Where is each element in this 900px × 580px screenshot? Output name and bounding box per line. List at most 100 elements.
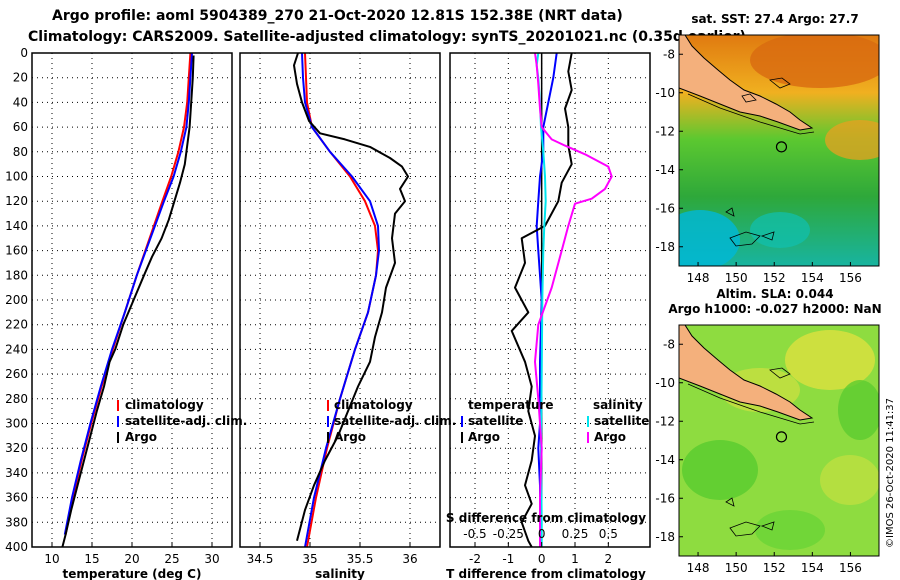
series-line-temperature-satellite [535,52,558,547]
island-outline [769,367,791,379]
temperature-panel: 0 20 40 60 80 100 120 140 160 180 200 220 240 260 280 3… [5,46,247,580]
x-tick-label: 35.5 [347,552,374,566]
island-outline [760,231,775,241]
legend-label-sal-satellite: satellite [594,414,649,428]
sla-map-frame [678,324,880,557]
lon-tick-label: 150 [725,561,748,575]
lon-tick-label: 148 [687,271,710,285]
sla-map-subtitle: Argo h1000: -0.027 h2000: NaN [668,302,881,316]
legend-label-sal-argo: Argo [594,430,626,444]
x-tick-label: 35 [302,552,317,566]
depth-tick-label: 300 [5,417,28,431]
legend-title-temperature: temperature [468,398,553,412]
sst-map: 148 150 152 154 156 -8 -10 -12 -14 -16 -18 [655,34,880,285]
salinity-diff-tick-label: 0 [538,527,546,541]
x-tick-label: 0 [538,552,546,566]
island-outline [725,497,735,507]
difference-panel: -2 -1 0 1 2 -0.5 -0.25 0 0.25 0.5 S difference f… [446,52,651,580]
sst-warm-patch [750,35,879,88]
temperature-legend: climatology satellite-adj. clim. Argo [117,398,247,444]
x-tick-label: 25 [164,552,179,566]
x-tick-label: 34.5 [247,552,274,566]
argo-position-marker [775,141,788,153]
lon-tick-label: 152 [763,271,786,285]
depth-tick-label: 180 [5,268,28,282]
lat-tick-label: -14 [655,453,675,467]
x-tick-label: -1 [502,552,514,566]
lon-tick-label: 156 [839,271,862,285]
series-line-satellite-adj-clim- [63,52,193,535]
lon-tick-label: 152 [763,561,786,575]
depth-tick-label: 20 [13,71,28,85]
depth-tick-label: 40 [13,95,28,109]
sst-map-frame [678,34,880,267]
lat-tick-label: -8 [663,47,675,61]
legend-label-temp-argo: Argo [468,430,500,444]
x-tick-label: 30 [204,552,219,566]
lon-tick-label: 150 [725,271,748,285]
depth-tick-label: 120 [5,194,28,208]
land-new-guinea [679,35,814,131]
depth-tick-label: 80 [13,145,28,159]
x-tick-label: 10 [44,552,59,566]
depth-tick-label: 160 [5,244,28,258]
salinity-diff-tick-label: -0.25 [493,527,524,541]
sla-map-title: Altim. SLA: 0.044 [716,287,833,301]
island-outline [760,521,775,531]
sla-map-lat-ticks: -8 -10 -12 -14 -16 -18 [655,337,683,544]
lat-tick-label: -14 [655,163,675,177]
legend-label-climatology: climatology [334,398,413,412]
figure-title-line1: Argo profile: aoml 5904389_270 21-Oct-20… [52,8,623,24]
salinity-x-label: salinity [315,567,365,580]
depth-tick-label: 400 [5,540,28,554]
salinity-diff-tick-label: -0.5 [463,527,486,541]
sst-cool-patch [679,210,740,266]
island-outline [729,521,761,537]
x-tick-label: 20 [124,552,139,566]
island-outline [729,231,761,247]
depth-tick-label: 240 [5,342,28,356]
island-outline [741,93,757,103]
lon-tick-label: 148 [687,561,710,575]
argo-position-marker [775,431,788,443]
salinity-difference-ticks: -0.5 -0.25 0 0.25 0.5 [463,527,618,541]
lat-tick-label: -10 [655,376,675,390]
salinity-legend: climatology satellite-adj. clim. Argo [327,398,456,444]
depth-tick-label: 100 [5,170,28,184]
depth-tick-label: 320 [5,441,28,455]
difference-x-ticks: -2 -1 0 1 2 [469,542,612,566]
x-tick-label: 1 [571,552,579,566]
sla-low-patch [682,440,758,500]
lon-tick-label: 154 [801,271,824,285]
sla-low-patch [755,510,825,550]
depth-tick-label: 60 [13,120,28,134]
depth-tick-label: 340 [5,466,28,480]
lat-tick-label: -12 [655,414,675,428]
sst-map-lat-ticks: -8 -10 -12 -14 -16 -18 [655,47,683,254]
salinity-grid [240,53,440,547]
difference-series [510,52,613,548]
depth-tick-label: 0 [20,46,28,60]
sst-map-lon-ticks: 148 150 152 154 156 [687,262,862,285]
reef-contour [687,383,815,425]
lat-tick-label: -16 [655,201,675,215]
depth-tick-label: 380 [5,515,28,529]
difference-grid [450,53,650,547]
difference-legend: temperature salinity satellite Argo sate… [461,398,649,444]
depth-tick-label: 140 [5,219,28,233]
legend-label-argo: Argo [125,430,157,444]
lat-tick-label: -12 [655,124,675,138]
legend-label-argo: Argo [334,430,366,444]
x-tick-label: 2 [605,552,613,566]
legend-label-climatology: climatology [125,398,204,412]
lon-tick-label: 154 [801,561,824,575]
s-difference-label: S difference from climatology [446,511,646,525]
sla-map-lon-ticks: 148 150 152 154 156 [687,552,862,575]
series-line-argo [61,55,195,548]
difference-frame [449,52,651,548]
land-new-guinea [679,325,814,421]
lat-tick-label: -16 [655,491,675,505]
sla-high-patch [820,455,879,505]
temperature-x-label: temperature (deg C) [63,567,202,580]
sla-map: 148 150 152 154 156 -8 -10 -12 -14 -16 -18 [655,324,880,575]
